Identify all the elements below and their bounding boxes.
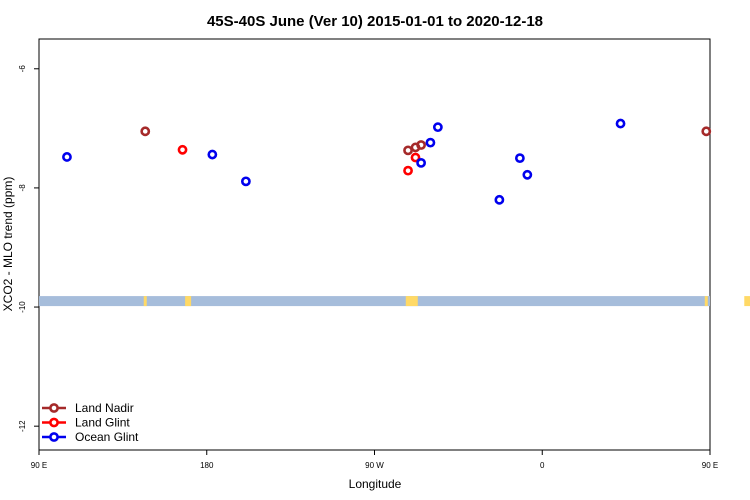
data-point [140, 126, 151, 137]
land-patch [143, 296, 147, 307]
data-point [432, 122, 443, 133]
data-point [207, 149, 218, 160]
x-tick-label: 180 [200, 461, 214, 470]
chart-title: 45S-40S June (Ver 10) 2015-01-01 to 2020… [207, 13, 543, 30]
land-patch [744, 296, 750, 307]
data-point [410, 152, 421, 163]
legend-item: Land Glint [42, 416, 130, 430]
x-tick-label: 90 W [365, 461, 384, 470]
data-point [240, 176, 251, 187]
y-tick-label: -12 [18, 420, 27, 432]
data-point [494, 194, 505, 205]
legend-swatch-marker [49, 403, 59, 413]
data-point [522, 169, 533, 180]
x-axis: 90 E 180 90 W 0 90 E [31, 450, 718, 470]
data-point [62, 152, 72, 162]
land-patch [405, 296, 418, 307]
land-patch [185, 296, 192, 307]
series-land-glint [177, 144, 421, 176]
map-strip [39, 296, 750, 307]
y-axis-label: XCO2 - MLO trend (ppm) [1, 177, 15, 312]
y-tick-label: -8 [18, 184, 27, 192]
series-land-nadir [140, 126, 712, 156]
legend-label: Ocean Glint [75, 430, 139, 444]
series-layer [62, 118, 712, 205]
data-point [425, 137, 436, 148]
y-tick-label: -10 [18, 301, 27, 313]
legend-item: Land Nadir [42, 401, 134, 415]
ocean-band [39, 296, 710, 307]
legend-swatch-marker [49, 432, 59, 442]
data-point [416, 140, 426, 150]
legend-item: Ocean Glint [42, 430, 139, 444]
y-axis: -6 -8 -10 -12 [18, 65, 39, 432]
legend-label: Land Glint [75, 416, 130, 430]
x-tick-label: 90 E [702, 461, 718, 470]
x-tick-label: 0 [540, 461, 545, 470]
x-axis-label: Longitude [349, 477, 402, 491]
data-point [416, 157, 426, 168]
data-point [701, 126, 712, 137]
plot-area-frame [38, 38, 711, 451]
legend-label: Land Nadir [75, 401, 134, 415]
data-point [177, 144, 188, 155]
x-tick-label: 90 E [31, 461, 47, 470]
legend-swatch-marker [49, 417, 59, 428]
y-tick-label: -6 [18, 65, 27, 73]
data-point [403, 145, 413, 156]
land-patch [704, 296, 708, 307]
data-point [615, 118, 626, 129]
data-point [403, 165, 413, 176]
data-point [514, 153, 525, 164]
series-ocean-glint [62, 118, 626, 205]
